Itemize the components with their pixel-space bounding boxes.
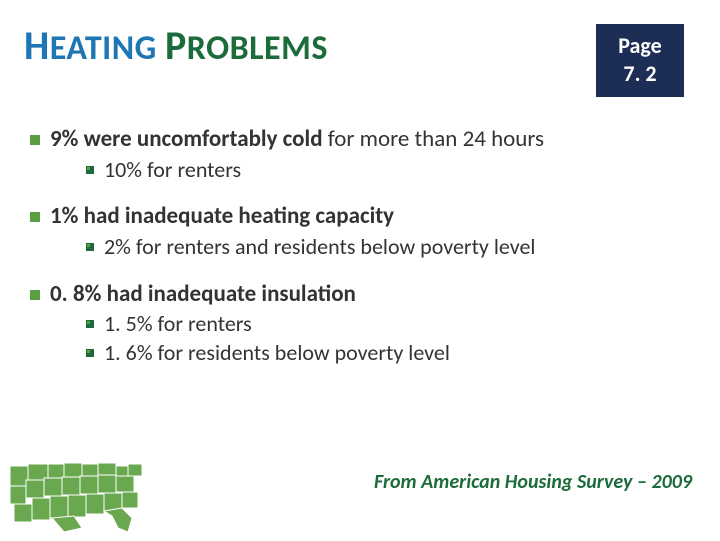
slide: HEATING PROBLEMS Page 7. 2 9% were uncom…: [0, 0, 720, 540]
list-item-rest: for more than 24 hours: [323, 125, 544, 153]
content: 9% were uncomfortably cold for more than…: [24, 125, 684, 368]
list-item: 1. 6% for residents below poverty level: [86, 339, 684, 368]
bullet-icon: [86, 243, 94, 251]
list-item-text: 2% for renters and residents below pover…: [104, 233, 535, 262]
title-heating-rest: EATING: [50, 28, 157, 69]
list-item: 1% had inadequate heating capacity: [30, 202, 684, 231]
bullet-icon: [86, 349, 94, 357]
list-item-text: 0. 8% had inadequate insulation: [50, 280, 684, 309]
list-item-bold: 9% were uncomfortably cold: [50, 125, 323, 153]
list-item: 0. 8% had inadequate insulation: [30, 280, 684, 309]
header-row: HEATING PROBLEMS Page 7. 2: [24, 24, 684, 97]
page-badge-line2: 7. 2: [614, 60, 666, 88]
sublist: 1. 5% for renters 1. 6% for residents be…: [30, 310, 684, 367]
page-badge-line1: Page: [614, 32, 666, 60]
source-attribution: From American Housing Survey – 2009: [374, 470, 692, 494]
list-item-text: 10% for renters: [104, 156, 241, 185]
bullet-icon: [30, 135, 40, 145]
list-item: 10% for renters: [86, 156, 684, 185]
title-problems-rest: ROBLEMS: [187, 28, 328, 69]
list-item-bold: 0. 8% had inadequate insulation: [50, 280, 356, 308]
list-item: 1. 5% for renters: [86, 310, 684, 339]
list-item-text: 1. 5% for renters: [104, 310, 252, 339]
list-item-text: 1% had inadequate heating capacity: [50, 202, 684, 231]
list-item-text: 9% were uncomfortably cold for more than…: [50, 125, 684, 154]
list-item-text: 1. 6% for residents below poverty level: [104, 339, 450, 368]
bullet-icon: [86, 320, 94, 328]
title-h: H: [24, 21, 50, 70]
bullet-icon: [86, 166, 94, 174]
list-item-bold: 1% had inadequate heating capacity: [50, 202, 394, 230]
page-badge: Page 7. 2: [596, 24, 684, 97]
us-map-icon: [4, 458, 154, 536]
list-item: 9% were uncomfortably cold for more than…: [30, 125, 684, 154]
sublist: 2% for renters and residents below pover…: [30, 233, 684, 262]
title-p: P: [165, 21, 187, 70]
slide-title: HEATING PROBLEMS: [24, 24, 328, 68]
sublist: 10% for renters: [30, 156, 684, 185]
list-item: 2% for renters and residents below pover…: [86, 233, 684, 262]
bullet-icon: [30, 212, 40, 222]
bullet-icon: [30, 290, 40, 300]
